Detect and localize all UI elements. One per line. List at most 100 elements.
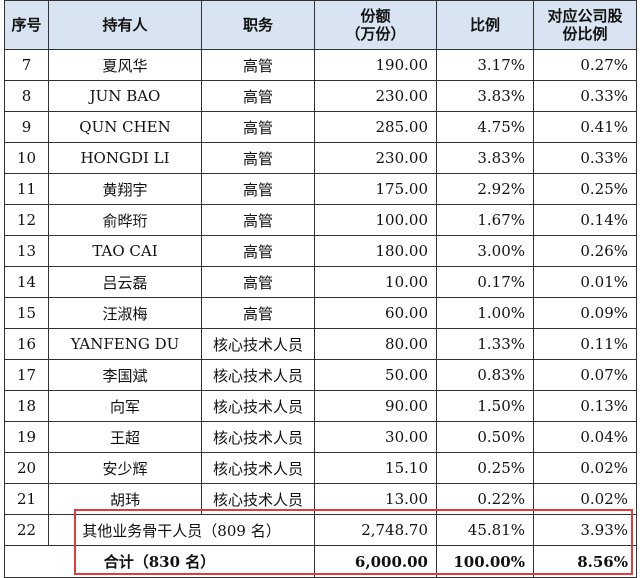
cell-amount: 230.00 [314,80,437,112]
cell-amount: 90.00 [314,390,437,422]
cell-holder: 向军 [48,390,202,422]
cell-ratio: 3.83% [436,80,534,112]
total-label: 合计（830 名） [4,545,315,578]
table-row: 18 向军 核心技术人员 90.00 1.50% 0.13% [4,390,637,422]
header-amount: 份额 （万份） [314,0,437,50]
cell-ratio: 0.22% [436,483,534,515]
header-index: 序号 [4,0,49,50]
cell-ratio: 0.50% [436,421,534,453]
header-amount-line1: 份额 [360,7,391,25]
cell-share: 0.33% [533,80,637,112]
cell-share: 0.11% [533,328,637,360]
cell-index: 18 [4,390,49,422]
cell-role: 核心技术人员 [201,390,315,422]
table-row: 21 胡玮 核心技术人员 13.00 0.22% 0.02% [4,483,637,515]
shareholding-table: 序号 持有人 职务 份额 （万份） 比例 对应公司股 份比例 7 夏风华 高管 … [4,0,637,578]
cell-amount: 180.00 [314,235,437,267]
cell-holder: QUN CHEN [48,111,202,143]
cell-amount: 175.00 [314,173,437,205]
cell-ratio: 1.00% [436,297,534,329]
cell-index: 20 [4,452,49,484]
cell-holder: TAO CAI [48,235,202,267]
total-share: 8.56% [533,545,637,578]
cell-role: 核心技术人员 [201,421,315,453]
cell-role: 高管 [201,80,315,112]
cell-ratio: 1.67% [436,204,534,236]
table-row: 19 王超 核心技术人员 30.00 0.50% 0.04% [4,421,637,453]
table-row: 14 吕云磊 高管 10.00 0.17% 0.01% [4,266,637,298]
cell-amount: 13.00 [314,483,437,515]
cell-amount: 80.00 [314,328,437,360]
table-row: 8 JUN BAO 高管 230.00 3.83% 0.33% [4,80,637,112]
cell-share: 0.04% [533,421,637,453]
table-row: 13 TAO CAI 高管 180.00 3.00% 0.26% [4,235,637,267]
cell-role: 高管 [201,204,315,236]
cell-role: 高管 [201,297,315,329]
cell-amount: 10.00 [314,266,437,298]
header-share-line1: 对应公司股 [547,7,623,25]
cell-amount: 100.00 [314,204,437,236]
cell-ratio: 0.25% [436,452,534,484]
header-share-line2: 份比例 [562,25,608,43]
table-row: 15 汪淑梅 高管 60.00 1.00% 0.09% [4,297,637,329]
header-amount-line2: （万份） [345,25,406,43]
cell-role: 核心技术人员 [201,359,315,391]
table-row: 16 YANFENG DU 核心技术人员 80.00 1.33% 0.11% [4,328,637,360]
cell-holder: 安少辉 [48,452,202,484]
cell-holder: 吕云磊 [48,266,202,298]
cell-amount: 230.00 [314,142,437,174]
cell-ratio: 0.17% [436,266,534,298]
other-staff-row: 22 其他业务骨干人员（809 名） 2,748.70 45.81% 3.93% [4,514,637,546]
cell-index: 13 [4,235,49,267]
cell-role: 高管 [201,142,315,174]
cell-role: 高管 [201,173,315,205]
cell-share: 0.13% [533,390,637,422]
cell-ratio: 2.92% [436,173,534,205]
cell-role: 高管 [201,235,315,267]
cell-ratio: 4.75% [436,111,534,143]
cell-ratio: 1.50% [436,390,534,422]
table-row: 11 黄翔宇 高管 175.00 2.92% 0.25% [4,173,637,205]
table-row: 17 李国斌 核心技术人员 50.00 0.83% 0.07% [4,359,637,391]
cell-amount: 190.00 [314,49,437,81]
cell-index: 16 [4,328,49,360]
cell-index: 22 [4,514,49,546]
cell-ratio: 45.81% [436,514,534,546]
cell-share: 0.09% [533,297,637,329]
cell-index: 19 [4,421,49,453]
cell-role: 核心技术人员 [201,328,315,360]
cell-holder: 王超 [48,421,202,453]
header-holder: 持有人 [48,0,202,50]
cell-amount: 60.00 [314,297,437,329]
cell-share: 0.26% [533,235,637,267]
cell-index: 11 [4,173,49,205]
cell-share: 0.33% [533,142,637,174]
cell-holder: JUN BAO [48,80,202,112]
table-row: 7 夏风华 高管 190.00 3.17% 0.27% [4,49,637,81]
cell-index: 21 [4,483,49,515]
cell-amount: 2,748.70 [314,514,437,546]
cell-ratio: 1.33% [436,328,534,360]
cell-share: 0.27% [533,49,637,81]
cell-amount: 50.00 [314,359,437,391]
total-ratio: 100.00% [436,545,534,578]
cell-share: 0.02% [533,452,637,484]
table-row: 20 安少辉 核心技术人员 15.10 0.25% 0.02% [4,452,637,484]
header-role: 职务 [201,0,315,50]
cell-amount: 30.00 [314,421,437,453]
cell-holder: 胡玮 [48,483,202,515]
cell-index: 17 [4,359,49,391]
table-row: 12 俞晔珩 高管 100.00 1.67% 0.14% [4,204,637,236]
cell-share: 3.93% [533,514,637,546]
cell-role: 高管 [201,49,315,81]
total-amount: 6,000.00 [314,545,437,578]
cell-holder: 俞晔珩 [48,204,202,236]
cell-ratio: 3.17% [436,49,534,81]
cell-ratio: 3.83% [436,142,534,174]
cell-holder: YANFENG DU [48,328,202,360]
cell-share: 0.07% [533,359,637,391]
cell-holder: 汪淑梅 [48,297,202,329]
cell-role: 高管 [201,266,315,298]
cell-holder: HONGDI LI [48,142,202,174]
cell-role: 核心技术人员 [201,452,315,484]
